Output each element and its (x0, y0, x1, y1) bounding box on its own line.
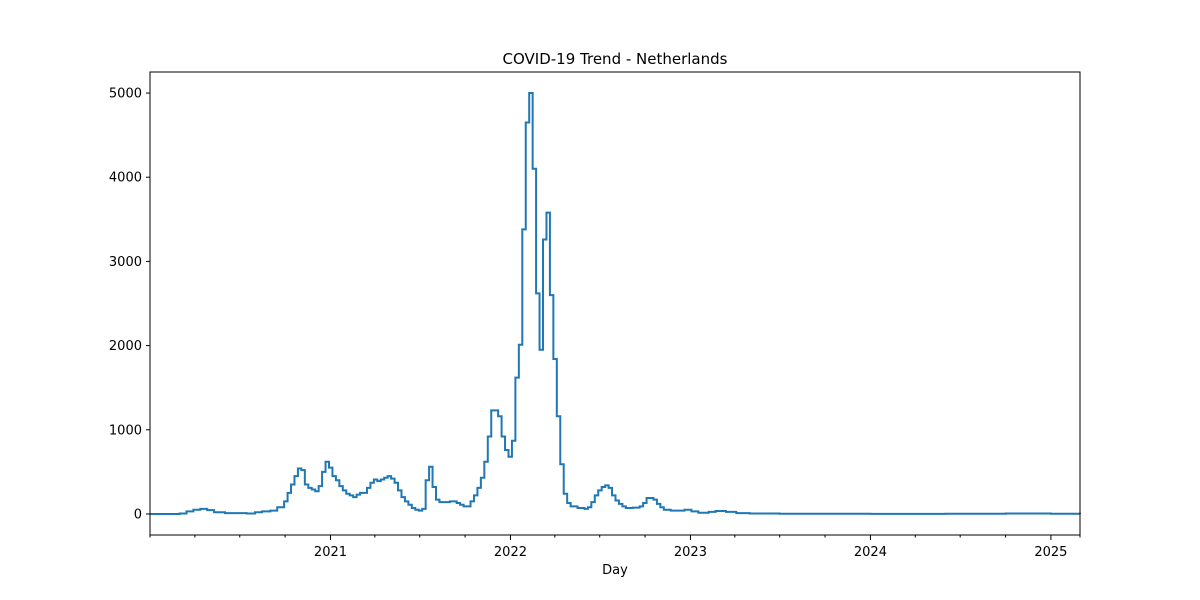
series-line-0 (150, 92, 1081, 515)
y-tick-label: 4000 (109, 171, 142, 186)
x-axis-label: Day (602, 563, 628, 578)
chart-title: COVID-19 Trend - Netherlands (503, 50, 728, 68)
y-tick-label: 0 (134, 507, 142, 522)
x-tick-label: 2024 (854, 545, 887, 560)
plot-frame (149, 71, 1081, 536)
y-tick-label: 1000 (109, 423, 142, 438)
plot-area (150, 92, 1081, 515)
x-tick-label: 2023 (674, 545, 707, 560)
x-tick-label: 2025 (1034, 545, 1067, 560)
y-tick-label: 3000 (109, 255, 142, 270)
x-tick-label: 2021 (314, 545, 347, 560)
axes: 0 1000 2000 3000 4000 5000 2021 2022 2023 2024 202… (109, 71, 1081, 560)
y-tick-label: 2000 (109, 339, 142, 354)
y-tick-label: 5000 (109, 87, 142, 102)
x-tick-label: 2022 (494, 545, 527, 560)
